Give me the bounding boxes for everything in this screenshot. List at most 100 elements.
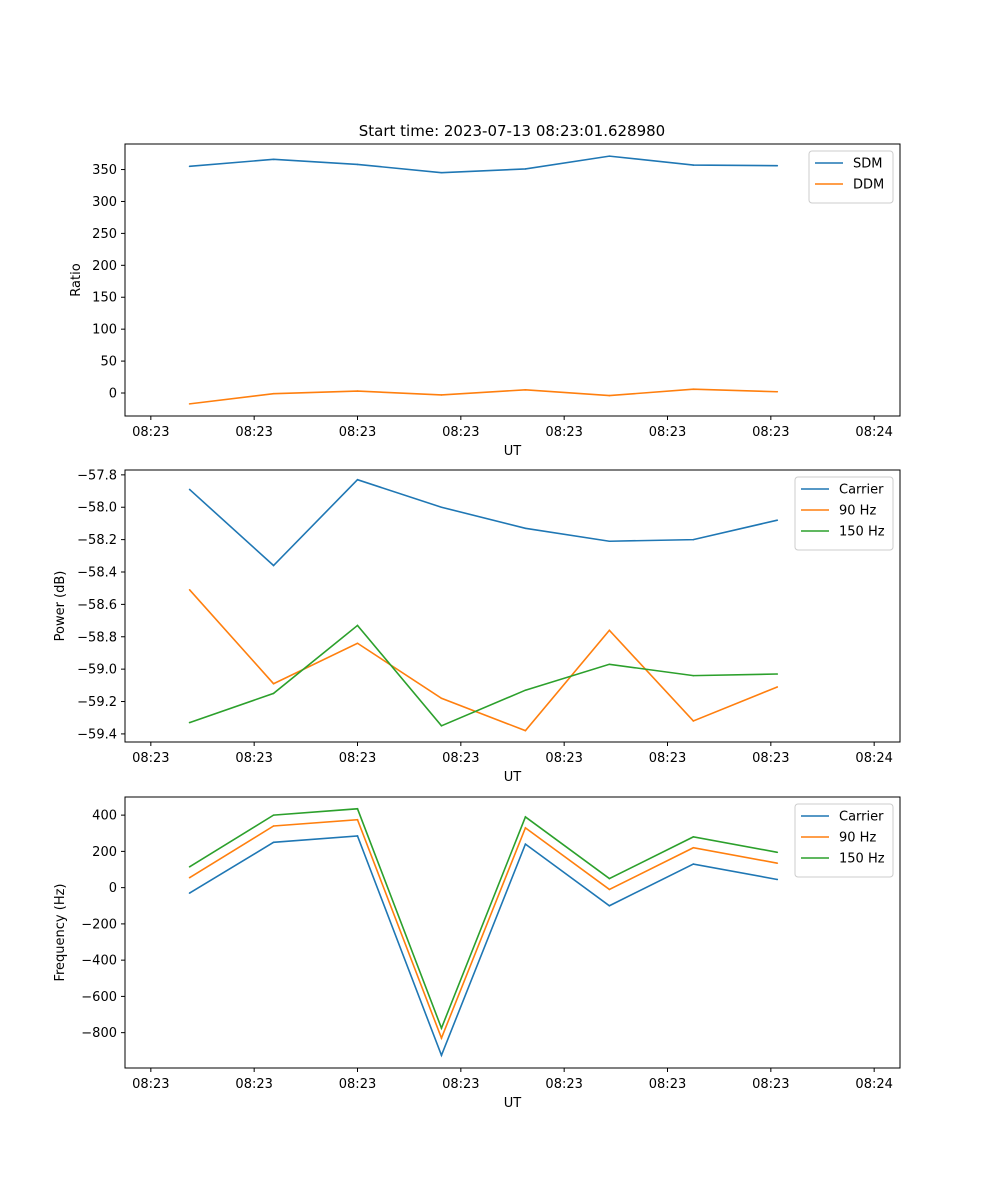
data-point	[272, 682, 275, 685]
legend-label: SDM	[853, 157, 882, 172]
data-point	[440, 506, 443, 509]
data-point	[188, 403, 191, 405]
data-point	[356, 818, 359, 821]
x-tick-label: 08:24	[855, 425, 892, 440]
y-tick-label: 0	[109, 881, 117, 896]
y-axis-label: Ratio	[69, 263, 84, 296]
y-tick-label: −59.4	[77, 727, 117, 742]
subplots: 0 50 100 150 200 250 300 350 08:23 08:23 08:23 08:2…	[53, 143, 901, 1111]
data-point	[356, 624, 359, 627]
data-point	[608, 629, 611, 632]
x-tick-label: 08:23	[649, 751, 686, 766]
data-point	[356, 390, 359, 392]
series-line-carrier	[189, 835, 778, 1058]
data-point	[776, 862, 779, 864]
data-point	[692, 388, 695, 390]
y-tick-label: −800	[81, 1026, 117, 1041]
legend-label: 90 Hz	[839, 504, 876, 519]
data-point	[440, 1027, 443, 1029]
y-tick-label: 100	[92, 323, 117, 338]
x-tick-label: 08:23	[752, 425, 789, 440]
x-axis-label: UT	[504, 444, 522, 459]
data-point	[524, 527, 527, 530]
x-tick-label: 08:24	[855, 1077, 892, 1092]
y-tick-label: −58.2	[77, 533, 117, 548]
data-point	[776, 164, 779, 167]
x-tick-label: 08:23	[132, 425, 169, 440]
data-point	[524, 689, 527, 691]
data-point	[524, 816, 527, 818]
x-tick-label: 08:23	[339, 425, 376, 440]
data-point	[188, 892, 191, 894]
y-tick-label: −59.0	[77, 663, 117, 678]
x-tick-label: 08:23	[442, 1077, 479, 1092]
data-point	[356, 478, 359, 481]
data-point	[608, 540, 611, 543]
y-tick-label: −58.0	[77, 501, 117, 516]
legend-box	[808, 150, 894, 204]
x-tick-label: 08:23	[235, 425, 272, 440]
y-tick-label: −200	[81, 917, 117, 932]
data-point	[524, 168, 527, 170]
data-point	[188, 165, 191, 168]
y-tick-label: 300	[92, 195, 117, 210]
figure-title: Start time: 2023-07-13 08:23:01.628980	[359, 122, 665, 140]
x-tick-label: 08:24	[855, 751, 892, 766]
x-tick-label: 08:23	[545, 1077, 582, 1092]
data-point	[608, 888, 611, 891]
y-tick-label: 350	[92, 163, 117, 178]
data-point	[524, 843, 527, 845]
data-point	[524, 729, 527, 732]
data-point	[776, 519, 779, 521]
legend: Carrier 90 Hz 150 Hz	[794, 803, 894, 878]
y-tick-label: 200	[92, 259, 117, 274]
y-tick-label: 0	[109, 387, 117, 402]
y-tick-label: −600	[81, 990, 117, 1005]
data-point	[608, 904, 611, 907]
legend-label: 150 Hz	[839, 525, 885, 540]
x-tick-label: 08:23	[132, 1077, 169, 1092]
data-point	[776, 673, 779, 675]
x-tick-label: 08:23	[235, 1077, 272, 1092]
y-tick-label: −57.8	[77, 468, 117, 483]
y-tick-label: 50	[100, 355, 117, 370]
axes-frame	[124, 143, 901, 417]
data-point	[608, 394, 611, 397]
x-tick-label: 08:23	[545, 751, 582, 766]
x-tick-label: 08:23	[649, 425, 686, 440]
legend-label: Carrier	[839, 483, 884, 498]
y-tick-label: 400	[92, 809, 117, 824]
x-tick-label: 08:23	[545, 425, 582, 440]
data-point	[356, 807, 359, 810]
data-point	[692, 164, 695, 166]
data-point	[188, 876, 191, 879]
data-point	[692, 720, 695, 722]
data-point	[776, 878, 779, 881]
data-point	[188, 865, 191, 868]
data-point	[188, 721, 191, 724]
y-tick-label: 250	[92, 227, 117, 242]
subplot-2: −59.4 −59.2 −59.0 −58.8 −58.6 −58.4 −58.2 −58.0…	[53, 468, 901, 785]
data-point	[356, 835, 359, 837]
data-point	[440, 697, 443, 700]
x-tick-label: 08:23	[235, 751, 272, 766]
y-tick-label: −59.2	[77, 695, 117, 710]
x-tick-label: 08:23	[132, 751, 169, 766]
data-point	[692, 674, 695, 677]
y-axis-label: Frequency (Hz)	[53, 883, 68, 981]
legend: Carrier 90 Hz 150 Hz	[794, 476, 894, 551]
data-point	[524, 389, 527, 391]
data-point	[272, 158, 275, 161]
data-point	[440, 171, 443, 174]
subplot-3: −800 −600 −400 −200 0 200 400 08:23 08:23 08:23 08…	[53, 796, 901, 1111]
y-axis-label: Power (dB)	[53, 571, 68, 642]
data-point	[692, 846, 695, 849]
data-point	[524, 827, 527, 829]
data-point	[692, 836, 695, 838]
series-line-90-hz	[188, 589, 778, 732]
data-point	[272, 841, 275, 844]
data-point	[608, 877, 611, 880]
data-point	[608, 155, 611, 157]
series-line-150-hz	[189, 624, 778, 727]
data-point	[272, 564, 275, 567]
